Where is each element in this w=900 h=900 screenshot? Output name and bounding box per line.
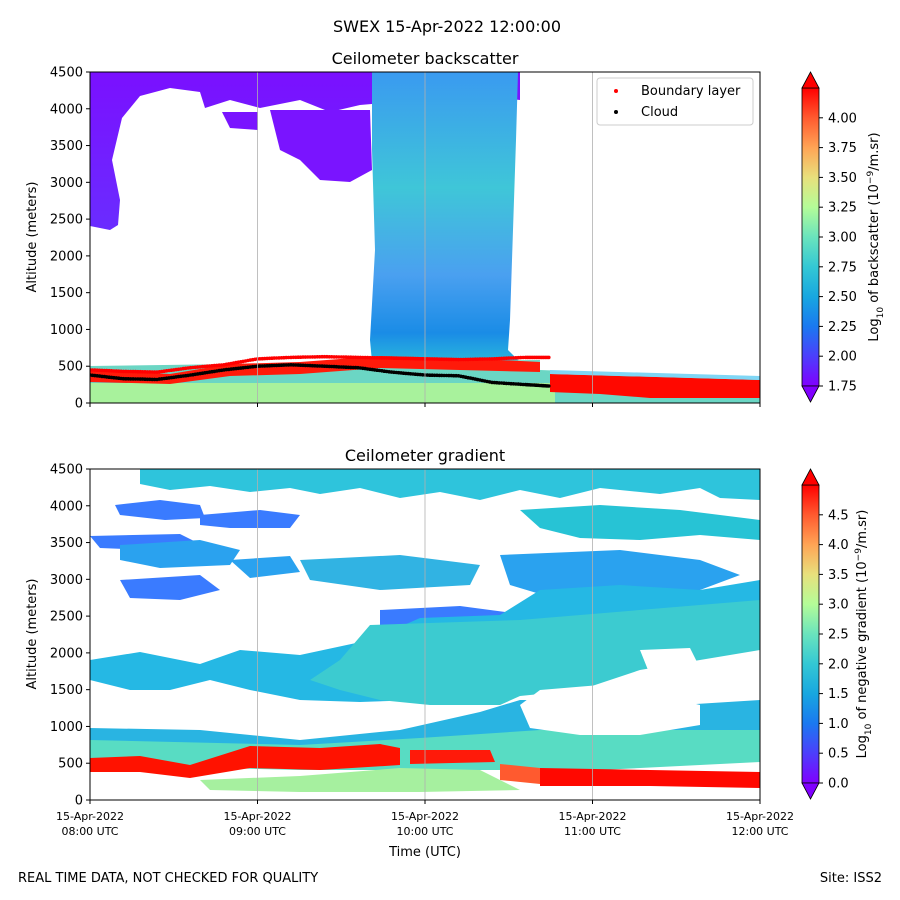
- top-colorbar-tick-label: 3.00: [828, 231, 857, 246]
- bottom-y-axis-label: Altitude (meters): [25, 579, 40, 690]
- figure-title: SWEX 15-Apr-2022 12:00:00: [333, 17, 561, 36]
- bottom-y-tick-label: 3000: [50, 573, 83, 588]
- top-x-gridlines: [257, 72, 593, 403]
- legend-label-boundary-layer: Boundary layer: [641, 84, 741, 99]
- top-colorbar-tick-label: 1.75: [828, 380, 857, 395]
- top-y-axis: 0 500 1000 1500 2000 2500 3000 3500 4000 4500: [50, 66, 90, 412]
- top-y-axis-label: Altitude (meters): [25, 182, 40, 293]
- bottom-colorbar-tick-label: 1.0: [828, 717, 849, 732]
- bottom-y-tick-label: 1500: [50, 683, 83, 698]
- bottom-colorbar-label: Log10 of negative gradient (10−9/m.sr): [854, 510, 874, 759]
- top-series-layer: [90, 354, 551, 388]
- top-y-tick-label: 1000: [50, 323, 83, 338]
- bottom-x-axis-label: Time (UTC): [388, 845, 461, 860]
- bottom-x-gridlines: [257, 469, 593, 800]
- bottom-y-tick-label: 1000: [50, 720, 83, 735]
- bottom-colorbar-tick-label: 2.5: [828, 628, 849, 643]
- top-colorbar-tick-label: 2.50: [828, 290, 857, 305]
- top-colorbar-tick-label: 2.25: [828, 320, 857, 335]
- bottom-x-tick-label-date: 15-Apr-2022: [56, 810, 124, 823]
- bottom-x-tick-label-time: 11:00 UTC: [564, 825, 621, 838]
- legend-marker-cloud: [614, 110, 618, 114]
- top-y-tick-label: 3000: [50, 176, 83, 191]
- legend-label-cloud: Cloud: [641, 105, 678, 120]
- footer-site: Site: ISS2: [820, 871, 882, 886]
- bottom-colorbar-tick-label: 1.5: [828, 687, 849, 702]
- top-y-tick-label: 4000: [50, 102, 83, 117]
- top-colorbar-body: [801, 87, 820, 387]
- boundary-layer-point: [547, 355, 551, 360]
- top-y-tick-label: 500: [58, 360, 83, 375]
- bottom-y-tick-label: 4000: [50, 499, 83, 514]
- top-legend: Boundary layer Cloud: [596, 77, 754, 126]
- bottom-y-tick-label: 2000: [50, 646, 83, 661]
- top-y-tick-label: 0: [75, 397, 83, 412]
- bottom-colorbar-tick-label: 0.5: [828, 747, 849, 762]
- top-colorbar-tick-label: 4.00: [828, 111, 857, 126]
- legend-box: [596, 77, 754, 126]
- cloud-point: [547, 384, 551, 388]
- bottom-colorbar-ticks: 0.0 0.5 1.0 1.5 2.0 2.5 3.0 3.5 4.0 4.5: [819, 508, 849, 792]
- bottom-x-tick-label-time: 09:00 UTC: [229, 825, 286, 838]
- top-colorbar-tick-label: 2.75: [828, 260, 857, 275]
- bottom-y-tick-label: 2500: [50, 610, 83, 625]
- bottom-y-tick-label: 4500: [50, 463, 83, 478]
- top-colorbar-tick-label: 3.75: [828, 141, 857, 156]
- top-y-tick-label: 1500: [50, 286, 83, 301]
- bottom-x-tick-label-time: 12:00 UTC: [731, 825, 788, 838]
- bottom-x-tick-label-time: 10:00 UTC: [396, 825, 453, 838]
- top-colorbar-tick-label: 3.25: [828, 201, 857, 216]
- bottom-x-tick-label-date: 15-Apr-2022: [726, 810, 794, 823]
- bottom-colorbar-tick-label: 4.5: [828, 508, 849, 523]
- legend-marker-boundary-layer: [614, 89, 618, 93]
- top-colorbar-min-extend: [801, 385, 820, 403]
- bottom-x-axis: 15-Apr-2022 08:00 UTC 15-Apr-2022 09:00 UTC…: [56, 800, 794, 838]
- top-y-tick-label: 2500: [50, 213, 83, 228]
- bottom-colorbar-tick-label: 3.5: [828, 568, 849, 583]
- top-chart-title: Ceilometer backscatter: [332, 49, 519, 68]
- top-y-tick-label: 4500: [50, 66, 83, 81]
- bottom-colorbar-min-extend: [801, 782, 820, 800]
- top-y-tick-label: 3500: [50, 139, 83, 154]
- top-colorbar-ticks: 1.75 2.00 2.25 2.50 2.75 3.00 3.25 3.50 3.75 4.00: [819, 111, 857, 395]
- top-colorbar-tick-label: 3.50: [828, 171, 857, 186]
- bottom-colorbar-max-extend: [801, 468, 820, 486]
- bottom-colorbar-tick-label: 0.0: [828, 777, 849, 792]
- top-colorbar-max-extend: [801, 71, 820, 89]
- top-colorbar: 1.75 2.00 2.25 2.50 2.75 3.00 3.25 3.50 3.75 4.00…: [801, 71, 886, 403]
- top-colorbar-tick-label: 2.00: [828, 350, 857, 365]
- bottom-y-tick-label: 500: [58, 757, 83, 772]
- bottom-y-tick-label: 3500: [50, 536, 83, 551]
- bottom-colorbar-tick-label: 2.0: [828, 657, 849, 672]
- bottom-chart-title: Ceilometer gradient: [345, 446, 505, 465]
- footer-quality-note: REAL TIME DATA, NOT CHECKED FOR QUALITY: [18, 871, 318, 886]
- bottom-x-tick-label-time: 08:00 UTC: [61, 825, 118, 838]
- bottom-y-tick-label: 0: [75, 794, 83, 809]
- bottom-x-tick-label-date: 15-Apr-2022: [391, 810, 459, 823]
- bottom-colorbar: 0.0 0.5 1.0 1.5 2.0 2.5 3.0 3.5 4.0 4.5 Log10 of …: [801, 468, 874, 800]
- bottom-y-axis: 0 500 1000 1500 2000 2500 3000 3500 4000 4500: [50, 463, 90, 809]
- bottom-colorbar-body: [801, 484, 820, 784]
- top-x-ticks: [89, 403, 761, 407]
- bottom-colorbar-tick-label: 3.0: [828, 598, 849, 613]
- top-y-tick-label: 2000: [50, 249, 83, 264]
- bottom-x-tick-label-date: 15-Apr-2022: [223, 810, 291, 823]
- bottom-colorbar-tick-label: 4.0: [828, 538, 849, 553]
- top-colorbar-label: Log10 of backscatter (10−9/m.sr): [866, 132, 886, 341]
- bottom-x-tick-label-date: 15-Apr-2022: [558, 810, 626, 823]
